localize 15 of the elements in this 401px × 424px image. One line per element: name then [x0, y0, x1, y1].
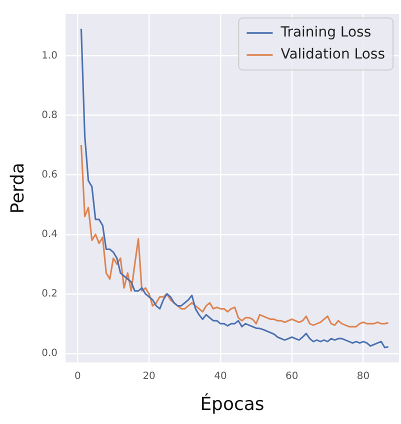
x-tick-label: 0	[74, 370, 81, 382]
y-tick-label: 0.2	[42, 288, 58, 300]
y-tick-label: 0.0	[42, 348, 58, 360]
x-tick-label: 60	[286, 370, 298, 382]
y-axis-title: Perda	[7, 162, 28, 214]
y-tick-label: 0.6	[42, 169, 58, 180]
y-tick-label: 0.4	[42, 228, 58, 240]
y-tick-label: 0.8	[42, 110, 58, 121]
y-tick-label: 1.0	[42, 50, 58, 62]
x-tick-label: 40	[214, 370, 227, 382]
x-tick-label: 20	[142, 370, 156, 382]
x-tick-label: 80	[356, 370, 370, 382]
legend-label: Validation Loss	[280, 46, 386, 63]
legend-label: Training Loss	[280, 24, 372, 41]
x-axis-title: Épocas	[200, 392, 264, 415]
